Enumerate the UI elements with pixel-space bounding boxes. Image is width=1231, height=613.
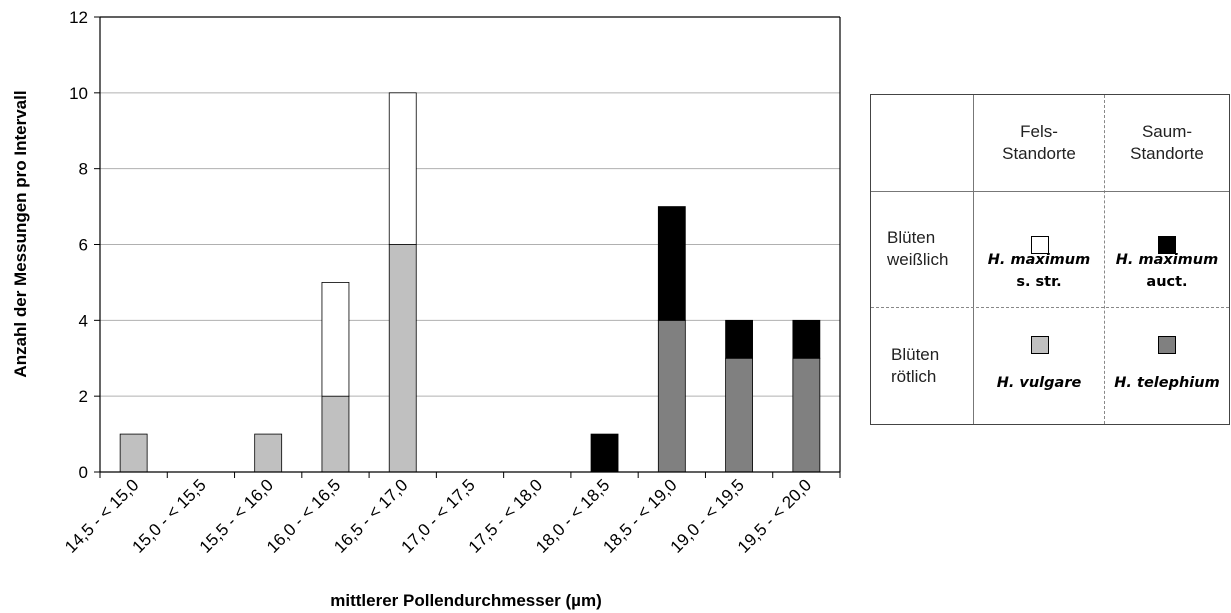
legend-label-maximum-str-genus: H.: [987, 252, 1006, 268]
bar-segment-telephium: [792, 357, 821, 473]
legend-label-maximum-auct-genus: H.: [1115, 252, 1134, 268]
y-tick-label: 2: [79, 387, 88, 406]
legend-row-header-roetlich-text: Blüten rötlich: [891, 345, 940, 386]
legend-table: Fels- Standorte Saum- Standorte Blüten w…: [870, 94, 1230, 425]
bars: [119, 92, 821, 473]
legend-swatch-maximum-str: [1031, 236, 1049, 254]
bar-segment-maximum_str: [388, 92, 417, 245]
legend-label-telephium-genus: H.: [1114, 375, 1132, 391]
legend-label-maximum-auct-qualifier: auct.: [1146, 274, 1188, 290]
legend-row-header-weisslich-text: Blüten weißlich: [887, 228, 949, 269]
legend-label-telephium: H. telephium: [1105, 372, 1229, 394]
bar-segment-telephium: [657, 319, 686, 473]
legend-swatch-vulgare: [1031, 336, 1049, 354]
x-tick-labels: 14,5 - < 15,015,0 - < 15,515,5 - < 16,01…: [61, 475, 815, 556]
legend-column-header-fels: Fels- Standorte: [974, 121, 1104, 165]
legend-divider-horizontal-2: [871, 307, 1229, 308]
bar-segment-vulgare: [321, 395, 350, 473]
legend-label-maximum-auct-epithet: maximum: [1138, 252, 1219, 268]
legend-label-maximum-auct: H. maximum auct.: [1105, 249, 1229, 293]
legend-label-telephium-epithet: telephium: [1137, 375, 1220, 391]
bar-segment-maximum_str: [321, 282, 350, 397]
axes: [94, 16, 841, 478]
legend-label-vulgare: H. vulgare: [974, 372, 1104, 394]
y-tick-label: 6: [79, 236, 88, 255]
y-tick-label: 4: [79, 311, 88, 330]
legend-divider-horizontal-1: [871, 191, 1229, 192]
bar-segment-maximum_auct: [725, 319, 753, 359]
legend-label-vulgare-epithet: vulgare: [1019, 375, 1082, 391]
chart: 0 2 4 6 8 10 12 14,5 - < 15,015,0 - < 15,515,5…: [11, 8, 841, 610]
legend-divider-vertical-2: [1104, 95, 1105, 424]
y-tick-label: 12: [69, 8, 88, 27]
bar-segment-maximum_auct: [657, 206, 686, 321]
legend-label-maximum-str-qualifier: s. str.: [1016, 274, 1062, 290]
legend-divider-vertical-1: [973, 95, 974, 424]
bar-segment-vulgare: [388, 244, 417, 473]
y-tick-label: 10: [69, 84, 88, 103]
bar-segment-vulgare: [254, 433, 283, 473]
legend-column-header-fels-text: Fels- Standorte: [1002, 122, 1076, 163]
legend-swatch-telephium: [1158, 336, 1176, 354]
legend-row-header-roetlich: Blüten rötlich: [891, 344, 973, 388]
bar-segment-vulgare: [119, 433, 148, 473]
y-axis-title: Anzahl der Messungen pro Intervall: [11, 90, 30, 377]
y-tick-label: 0: [79, 463, 88, 482]
bar-segment-maximum_auct: [590, 433, 619, 473]
legend-label-maximum-str-epithet: maximum: [1010, 252, 1091, 268]
legend-row-header-weisslich: Blüten weißlich: [887, 227, 973, 271]
y-tick-label: 8: [79, 160, 88, 179]
legend-column-header-saum-text: Saum- Standorte: [1130, 122, 1204, 163]
y-tick-labels: 0 2 4 6 8 10 12: [69, 8, 88, 482]
legend-label-maximum-str: H. maximum s. str.: [974, 249, 1104, 293]
bar-segment-telephium: [725, 357, 753, 473]
legend-column-header-saum: Saum- Standorte: [1105, 121, 1229, 165]
bar-segment-maximum_auct: [792, 319, 821, 359]
legend-swatch-maximum-auct: [1158, 236, 1176, 254]
x-axis-title: mittlerer Pollendurchmesser (µm): [330, 591, 602, 610]
legend-label-vulgare-genus: H.: [996, 375, 1015, 391]
